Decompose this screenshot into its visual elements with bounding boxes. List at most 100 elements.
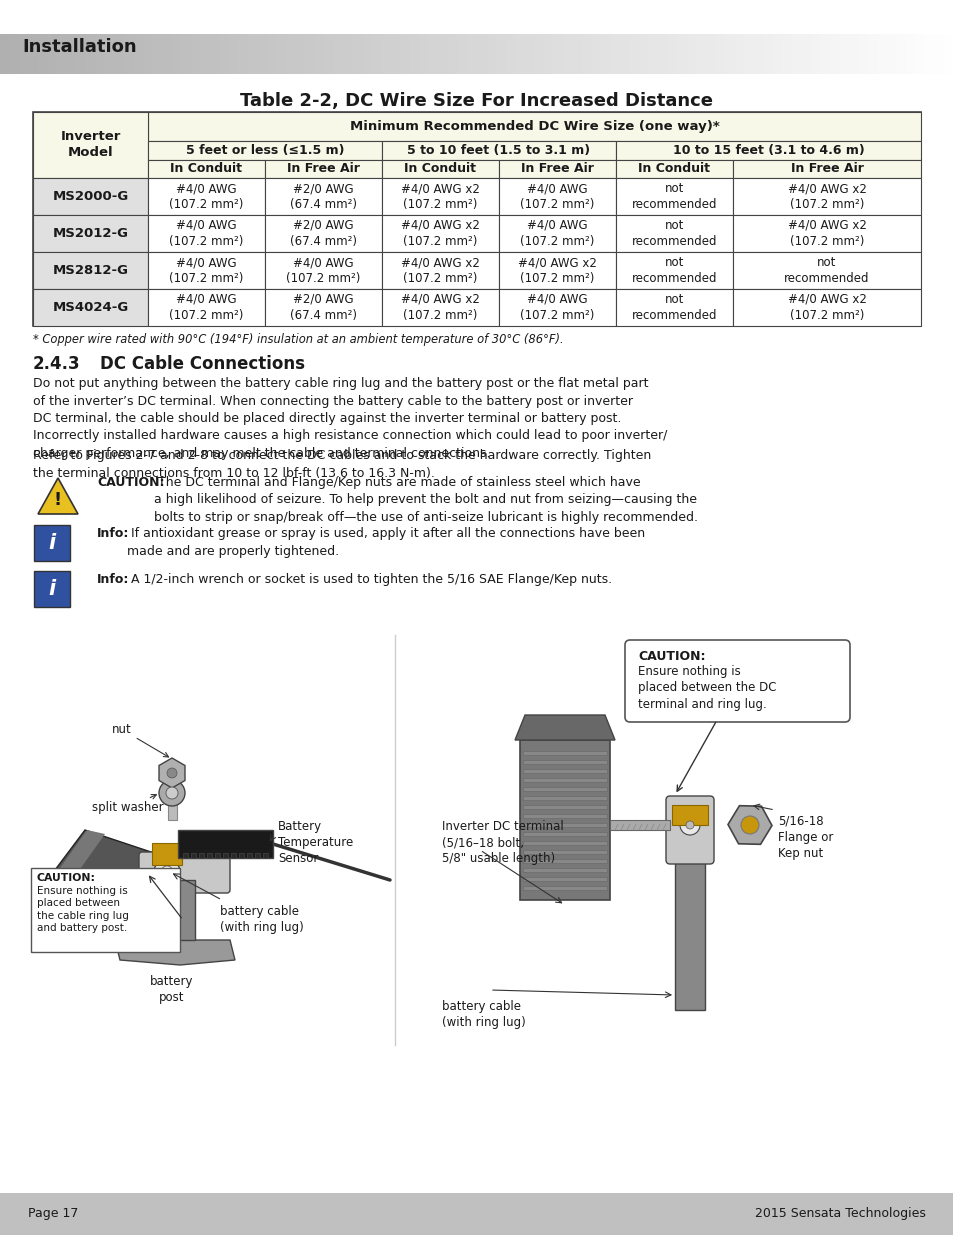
Text: #4/0 AWG x2
(107.2 mm²): #4/0 AWG x2 (107.2 mm²) — [400, 219, 479, 248]
Bar — [353, 35, 363, 74]
Text: 5 to 10 feet (1.5 to 3.1 m): 5 to 10 feet (1.5 to 3.1 m) — [407, 144, 590, 157]
Bar — [600, 35, 611, 74]
Bar — [522, 769, 606, 773]
Bar — [67, 35, 77, 74]
Bar — [0, 35, 10, 74]
Bar — [801, 35, 811, 74]
Bar — [305, 35, 315, 74]
Bar — [915, 35, 925, 74]
Bar — [543, 35, 554, 74]
Text: If antioxidant grease or spray is used, apply it after all the connections have : If antioxidant grease or spray is used, … — [127, 527, 644, 557]
Bar — [76, 35, 87, 74]
Bar — [265, 178, 381, 215]
Bar — [29, 35, 39, 74]
Circle shape — [685, 821, 693, 829]
Text: 10 to 15 feet (3.1 to 4.6 m): 10 to 15 feet (3.1 to 4.6 m) — [672, 144, 863, 157]
Bar — [522, 805, 606, 809]
Bar — [934, 35, 944, 74]
Bar — [191, 35, 201, 74]
Bar — [381, 215, 498, 252]
Bar — [223, 853, 228, 858]
Text: #4/0 AWG
(107.2 mm²): #4/0 AWG (107.2 mm²) — [169, 219, 243, 248]
Text: #4/0 AWG x2
(107.2 mm²): #4/0 AWG x2 (107.2 mm²) — [400, 182, 479, 211]
Bar — [438, 35, 449, 74]
Bar — [476, 35, 487, 74]
Text: In Conduit: In Conduit — [638, 163, 710, 175]
Bar — [924, 35, 935, 74]
Text: In Free Air: In Free Air — [790, 163, 862, 175]
Text: * Copper wire rated with 90°C (194°F) insulation at an ambient temperature of 30: * Copper wire rated with 90°C (194°F) in… — [33, 333, 563, 346]
Bar — [381, 252, 498, 289]
Bar — [148, 252, 265, 289]
Bar — [247, 853, 252, 858]
Bar — [810, 35, 821, 74]
Text: Minimum Recommended DC Wire Size (one way)*: Minimum Recommended DC Wire Size (one wa… — [349, 120, 719, 133]
Text: battery cable
(with ring lug): battery cable (with ring lug) — [220, 905, 303, 934]
Bar — [381, 141, 616, 161]
Bar — [639, 35, 649, 74]
Bar — [522, 814, 606, 818]
Circle shape — [166, 787, 178, 799]
Bar — [33, 252, 148, 289]
Bar — [168, 764, 177, 820]
Text: MS2812-G: MS2812-G — [52, 264, 129, 277]
Bar — [33, 289, 148, 326]
Bar — [419, 35, 430, 74]
Bar — [886, 35, 897, 74]
Bar — [858, 35, 868, 74]
Bar — [629, 35, 639, 74]
Text: split washer: split washer — [91, 794, 164, 815]
Bar — [372, 35, 382, 74]
Bar — [562, 35, 573, 74]
Text: The DC terminal and Flange/Kep nuts are made of stainless steel which have
a hig: The DC terminal and Flange/Kep nuts are … — [153, 475, 698, 524]
Bar — [48, 35, 58, 74]
Text: i: i — [49, 579, 55, 599]
Bar — [498, 215, 616, 252]
Text: #4/0 AWG x2
(107.2 mm²): #4/0 AWG x2 (107.2 mm²) — [787, 293, 865, 322]
Bar — [498, 178, 616, 215]
Bar — [19, 35, 30, 74]
Bar — [448, 35, 458, 74]
Bar — [254, 853, 260, 858]
Bar — [609, 820, 669, 830]
Bar — [238, 35, 249, 74]
Bar — [148, 161, 265, 178]
Bar — [616, 289, 732, 326]
Text: In Conduit: In Conduit — [171, 163, 242, 175]
Bar — [505, 35, 516, 74]
Bar — [150, 881, 194, 940]
Bar — [677, 35, 687, 74]
Text: Installation: Installation — [22, 38, 136, 56]
Bar — [143, 35, 153, 74]
Bar — [148, 141, 381, 161]
Bar — [148, 178, 265, 215]
Bar — [524, 35, 535, 74]
Circle shape — [153, 860, 180, 885]
Text: Info:: Info: — [97, 573, 130, 585]
Text: not
recommended: not recommended — [631, 182, 717, 211]
Bar — [648, 35, 659, 74]
Bar — [705, 35, 716, 74]
Bar — [619, 35, 630, 74]
Bar — [522, 841, 606, 845]
Bar — [734, 35, 744, 74]
Text: #4/0 AWG
(107.2 mm²): #4/0 AWG (107.2 mm²) — [169, 256, 243, 285]
Bar — [33, 112, 148, 178]
Bar — [616, 252, 732, 289]
Text: DC Cable Connections: DC Cable Connections — [100, 354, 305, 373]
Bar — [199, 853, 204, 858]
Text: 5 feet or less (≤1.5 m): 5 feet or less (≤1.5 m) — [186, 144, 344, 157]
Bar — [896, 35, 906, 74]
Bar — [207, 853, 212, 858]
FancyBboxPatch shape — [624, 640, 849, 722]
Text: MS2012-G: MS2012-G — [52, 227, 129, 240]
Bar — [522, 868, 606, 872]
Text: 5/16-18
Flange or
Kep nut: 5/16-18 Flange or Kep nut — [778, 815, 833, 860]
Text: In Free Air: In Free Air — [520, 163, 594, 175]
Text: A 1/2-inch wrench or socket is used to tighten the 5/16 SAE Flange/Kep nuts.: A 1/2-inch wrench or socket is used to t… — [127, 573, 612, 585]
FancyBboxPatch shape — [665, 797, 713, 864]
Circle shape — [679, 815, 700, 835]
Bar — [381, 178, 498, 215]
Circle shape — [161, 866, 172, 878]
Bar — [334, 35, 344, 74]
